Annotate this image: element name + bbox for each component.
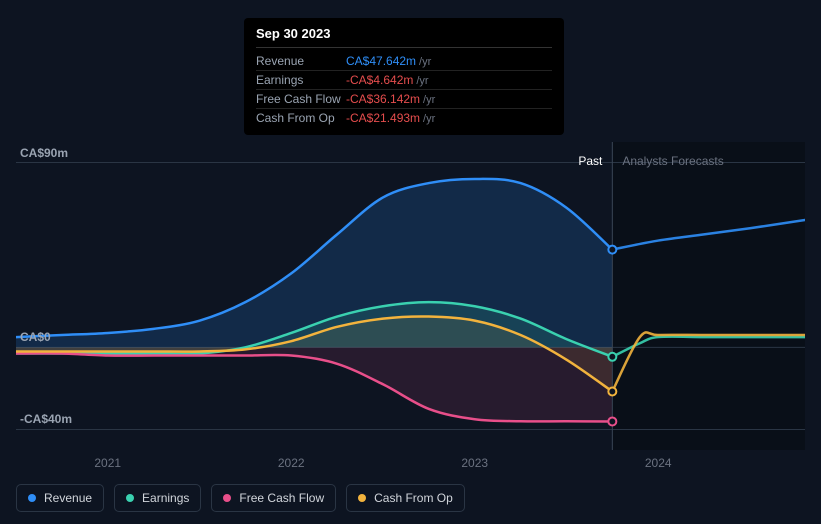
marker-dot bbox=[608, 353, 616, 361]
tooltip-row-label: Free Cash Flow bbox=[256, 92, 346, 106]
legend-dot bbox=[358, 494, 366, 502]
tooltip-date: Sep 30 2023 bbox=[256, 26, 552, 48]
tooltip-row-unit: /yr bbox=[419, 56, 431, 68]
tooltip-row: Cash From Op-CA$21.493m/yr bbox=[256, 109, 552, 127]
tooltip-row-label: Earnings bbox=[256, 73, 346, 87]
tooltip-row-unit: /yr bbox=[416, 75, 428, 87]
legend: Revenue Earnings Free Cash Flow Cash From O… bbox=[16, 484, 465, 512]
y-axis-label: CA$0 bbox=[20, 330, 51, 344]
y-axis-label: -CA$40m bbox=[20, 412, 72, 426]
tooltip-row: Earnings-CA$4.642m/yr bbox=[256, 71, 552, 90]
tooltip-row-unit: /yr bbox=[423, 113, 435, 125]
legend-label: Earnings bbox=[142, 491, 189, 505]
past-label: Past bbox=[578, 154, 602, 168]
tooltip-row: RevenueCA$47.642m/yr bbox=[256, 52, 552, 71]
tooltip-row-value: -CA$21.493m bbox=[346, 111, 420, 125]
tooltip-row-unit: /yr bbox=[423, 94, 435, 106]
legend-item[interactable]: Cash From Op bbox=[346, 484, 465, 512]
legend-label: Cash From Op bbox=[374, 491, 453, 505]
tooltip-row-value: CA$47.642m bbox=[346, 54, 416, 68]
legend-item[interactable]: Revenue bbox=[16, 484, 104, 512]
y-axis-label: CA$90m bbox=[20, 146, 68, 160]
tooltip-row-label: Revenue bbox=[256, 54, 346, 68]
x-axis-label: 2023 bbox=[461, 456, 488, 470]
tooltip-row-value: -CA$36.142m bbox=[346, 92, 420, 106]
legend-label: Free Cash Flow bbox=[239, 491, 324, 505]
chart-area: CA$90mCA$0-CA$40m 2021202220232024 Past … bbox=[16, 120, 805, 464]
legend-dot bbox=[223, 494, 231, 502]
chart-tooltip: Sep 30 2023 RevenueCA$47.642m/yrEarnings… bbox=[244, 18, 564, 135]
marker-dot bbox=[608, 387, 616, 395]
marker-dot bbox=[608, 417, 616, 425]
marker-dot bbox=[608, 246, 616, 254]
tooltip-row: Free Cash Flow-CA$36.142m/yr bbox=[256, 90, 552, 109]
legend-dot bbox=[28, 494, 36, 502]
legend-item[interactable]: Earnings bbox=[114, 484, 201, 512]
forecast-region bbox=[612, 142, 805, 450]
chart-svg bbox=[16, 120, 805, 464]
legend-dot bbox=[126, 494, 134, 502]
x-axis-label: 2022 bbox=[278, 456, 305, 470]
tooltip-row-value: -CA$4.642m bbox=[346, 73, 413, 87]
forecast-label: Analysts Forecasts bbox=[622, 154, 723, 168]
legend-label: Revenue bbox=[44, 491, 92, 505]
x-axis-label: 2024 bbox=[645, 456, 672, 470]
tooltip-row-label: Cash From Op bbox=[256, 111, 346, 125]
legend-item[interactable]: Free Cash Flow bbox=[211, 484, 336, 512]
x-axis-label: 2021 bbox=[94, 456, 121, 470]
